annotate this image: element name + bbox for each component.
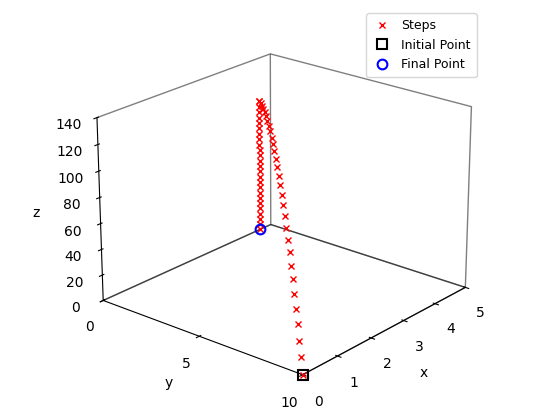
X-axis label: x: x [419, 366, 427, 380]
Y-axis label: y: y [165, 376, 173, 390]
Legend: Steps, Initial Point, Final Point: Steps, Initial Point, Final Point [366, 13, 477, 77]
